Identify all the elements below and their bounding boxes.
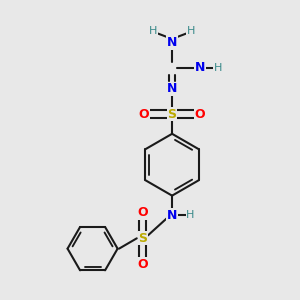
- Text: S: S: [168, 108, 177, 121]
- Text: O: O: [137, 258, 148, 271]
- Text: N: N: [167, 209, 177, 222]
- Text: O: O: [137, 206, 148, 219]
- Text: N: N: [167, 82, 177, 95]
- Text: H: H: [214, 63, 222, 73]
- Text: S: S: [138, 232, 147, 245]
- Text: H: H: [186, 210, 194, 220]
- Text: H: H: [187, 26, 195, 36]
- Text: N: N: [167, 36, 177, 49]
- Text: H: H: [149, 26, 157, 36]
- Text: N: N: [195, 61, 205, 74]
- Text: O: O: [139, 108, 149, 121]
- Text: O: O: [195, 108, 206, 121]
